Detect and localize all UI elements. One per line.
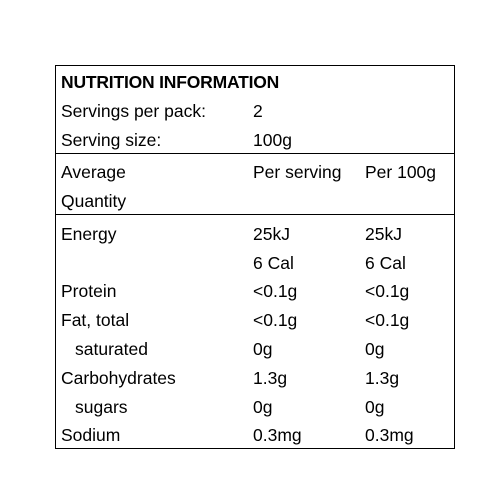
row-protein-per-serving: <0.1g — [253, 281, 298, 301]
row-label-protein: Protein — [61, 281, 117, 301]
serving-size-value: 100g — [253, 130, 292, 150]
row-protein-per-100g: <0.1g — [365, 281, 410, 301]
row-label-saturated: saturated — [75, 339, 148, 359]
row-energy-cal-per-100g: 6 Cal — [365, 253, 406, 273]
row-label-sodium: Sodium — [61, 425, 121, 445]
row-label-carbohydrates: Carbohydrates — [61, 368, 176, 388]
row-carbohydrates-per-serving: 1.3g — [253, 368, 288, 388]
row-sugars-per-serving: 0g — [253, 397, 273, 417]
header-per-100g: Per 100g — [365, 162, 437, 182]
row-sugars-per-100g: 0g — [365, 397, 385, 417]
row-fat-total-per-serving: <0.1g — [253, 310, 298, 330]
header-average: Average — [61, 162, 126, 182]
row-carbohydrates-per-100g: 1.3g — [365, 368, 400, 388]
row-saturated-per-serving: 0g — [253, 339, 273, 359]
row-saturated-per-100g: 0g — [365, 339, 385, 359]
row-energy-kj-per-100g: 25kJ — [365, 224, 402, 244]
row-sodium-per-100g: 0.3mg — [365, 425, 414, 445]
panel-title: NUTRITION INFORMATION — [61, 72, 280, 92]
row-fat-total-per-100g: <0.1g — [365, 310, 410, 330]
nutrition-panel: NUTRITION INFORMATION Servings per pack:… — [55, 65, 455, 449]
servings-per-pack-value: 2 — [253, 101, 263, 121]
serving-size-label: Serving size: — [61, 130, 162, 150]
header-quantity: Quantity — [61, 191, 127, 211]
servings-per-pack-label: Servings per pack: — [61, 101, 206, 121]
divider-top — [56, 153, 454, 154]
row-label-sugars: sugars — [75, 397, 128, 417]
row-energy-cal-per-serving: 6 Cal — [253, 253, 294, 273]
row-sodium-per-serving: 0.3mg — [253, 425, 302, 445]
row-label-fat-total: Fat, total — [61, 310, 130, 330]
row-energy-kj-per-serving: 25kJ — [253, 224, 290, 244]
divider-header — [56, 214, 454, 215]
row-label-energy: Energy — [61, 224, 117, 244]
header-per-serving: Per serving — [253, 162, 342, 182]
